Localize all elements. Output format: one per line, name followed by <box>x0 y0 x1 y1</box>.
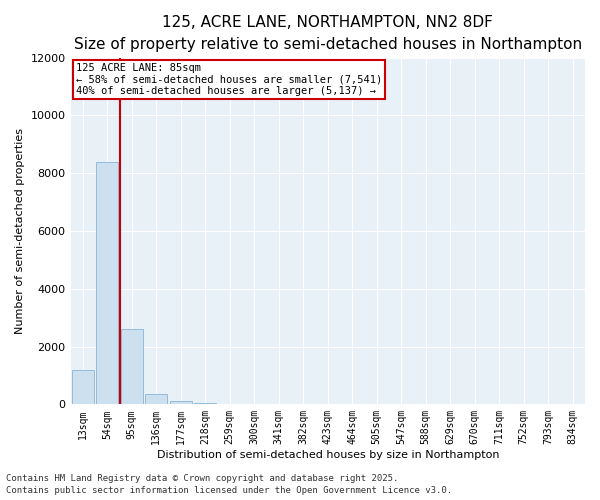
Title: 125, ACRE LANE, NORTHAMPTON, NN2 8DF
Size of property relative to semi-detached : 125, ACRE LANE, NORTHAMPTON, NN2 8DF Siz… <box>74 15 582 52</box>
Bar <box>121 329 143 404</box>
X-axis label: Distribution of semi-detached houses by size in Northampton: Distribution of semi-detached houses by … <box>157 450 499 460</box>
Bar <box>145 394 167 404</box>
Text: Contains HM Land Registry data © Crown copyright and database right 2025.
Contai: Contains HM Land Registry data © Crown c… <box>6 474 452 495</box>
Bar <box>96 162 118 404</box>
Text: 125 ACRE LANE: 85sqm
← 58% of semi-detached houses are smaller (7,541)
40% of se: 125 ACRE LANE: 85sqm ← 58% of semi-detac… <box>76 62 382 96</box>
Bar <box>194 403 217 404</box>
Y-axis label: Number of semi-detached properties: Number of semi-detached properties <box>15 128 25 334</box>
Bar <box>72 370 94 404</box>
Bar <box>170 402 192 404</box>
